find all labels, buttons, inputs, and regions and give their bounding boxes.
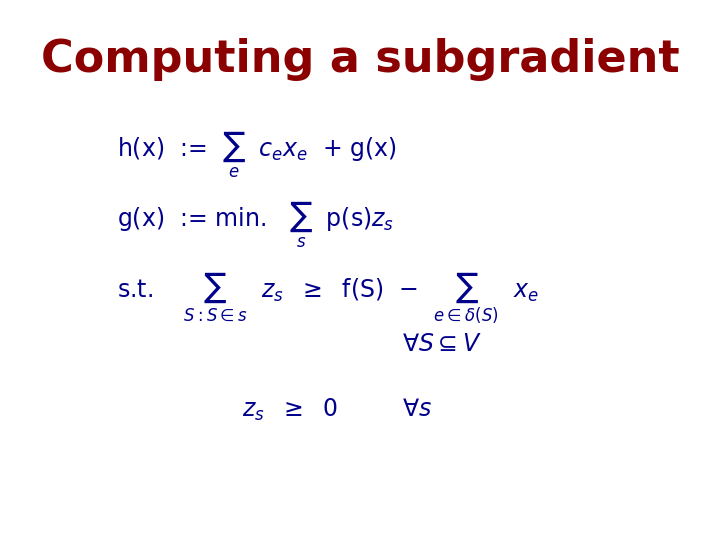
Text: g(x)  := min.   $\sum_s$  p(s)$z_s$: g(x) := min. $\sum_s$ p(s)$z_s$ — [117, 200, 395, 250]
Text: $\forall s$: $\forall s$ — [402, 397, 431, 421]
Text: $\forall S \subseteq V$: $\forall S \subseteq V$ — [402, 332, 481, 356]
Text: s.t.    $\sum_{S:S\in s}$  $z_s$  $\geq$  f(S)  $-$  $\sum_{e\in\delta(S)}$  $x_: s.t. $\sum_{S:S\in s}$ $z_s$ $\geq$ f(S)… — [117, 270, 539, 325]
Text: $z_s$  $\geq$  0: $z_s$ $\geq$ 0 — [242, 397, 338, 423]
Text: h(x)  :=  $\sum_e$  $c_e x_e$  + g(x): h(x) := $\sum_e$ $c_e x_e$ + g(x) — [117, 130, 397, 180]
Text: Computing a subgradient: Computing a subgradient — [41, 38, 679, 81]
